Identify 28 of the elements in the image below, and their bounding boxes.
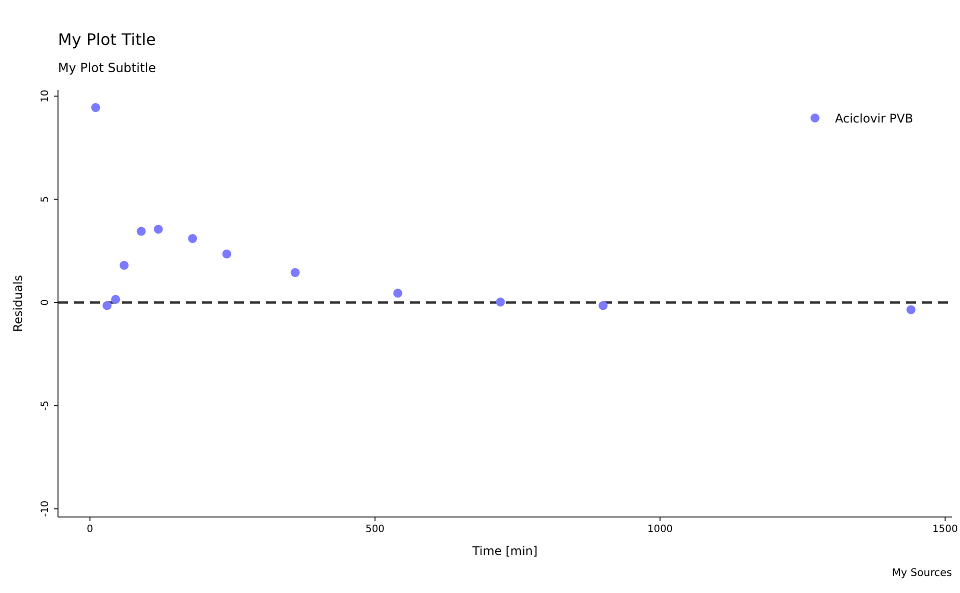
- point: [120, 260, 129, 270]
- x-tick-label: 0: [86, 524, 94, 535]
- point: [102, 301, 112, 310]
- point: [154, 224, 163, 234]
- y-axis-title: Residuals: [11, 275, 25, 332]
- x-tick-label: 1500: [932, 524, 958, 535]
- chart-subtitle: My Plot Subtitle: [58, 60, 156, 75]
- y-tick-label: -5: [40, 400, 51, 411]
- point: [906, 305, 916, 314]
- text: My Sources: [892, 567, 952, 579]
- x-tick-label: 1000: [647, 524, 673, 535]
- point: [111, 294, 120, 304]
- point: [496, 298, 505, 307]
- point: [188, 234, 198, 244]
- y-tick-label: 10: [40, 90, 51, 103]
- point: [393, 288, 402, 298]
- point: [290, 268, 300, 278]
- y-tick-label: 5: [40, 196, 51, 203]
- point: [598, 301, 608, 310]
- y-tick-label: 0: [40, 299, 51, 306]
- point: [222, 249, 232, 258]
- x-tick-label: 500: [365, 524, 385, 535]
- point: [136, 226, 146, 236]
- y-tick-label: -10: [40, 500, 51, 517]
- x-axis-title: Time [min]: [471, 544, 538, 558]
- point: [91, 103, 100, 112]
- chart-title: My Plot Title: [58, 30, 156, 49]
- legend-label: Aciclovir PVB: [835, 112, 914, 126]
